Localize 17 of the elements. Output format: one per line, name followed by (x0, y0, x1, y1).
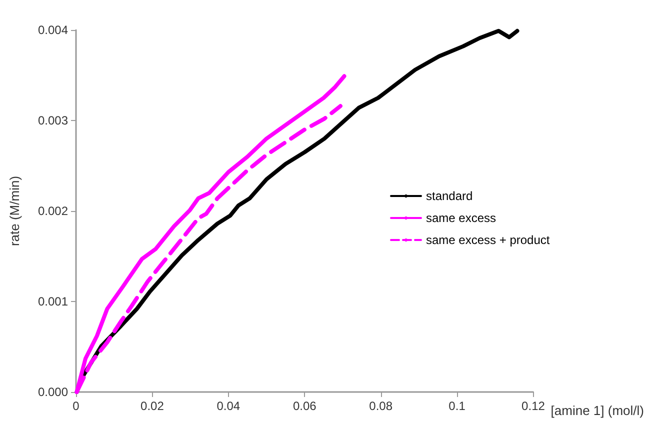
y-tick-label: 0.003 (38, 114, 68, 128)
x-tick-label: 0.08 (369, 399, 393, 413)
x-tick-label: 0.02 (140, 399, 164, 413)
y-tick-label: 0.001 (38, 294, 68, 308)
legend-label: same excess (426, 211, 496, 225)
x-tick-label: 0.12 (522, 399, 546, 413)
x-tick-label: 0.04 (216, 399, 240, 413)
legend-label: same excess + product (426, 233, 550, 247)
x-axis-title: [amine 1] (mol/l) (550, 403, 644, 418)
y-axis-title: rate (M/min) (7, 176, 22, 246)
x-tick-label: 0.1 (448, 399, 466, 413)
y-tick-label: 0.002 (38, 204, 68, 218)
x-tick-label: 0 (72, 399, 80, 413)
y-tick-label: 0.004 (38, 23, 68, 37)
y-tick-label: 0.000 (38, 385, 68, 399)
legend-label: standard (426, 189, 473, 203)
x-tick-label: 0.06 (292, 399, 317, 413)
